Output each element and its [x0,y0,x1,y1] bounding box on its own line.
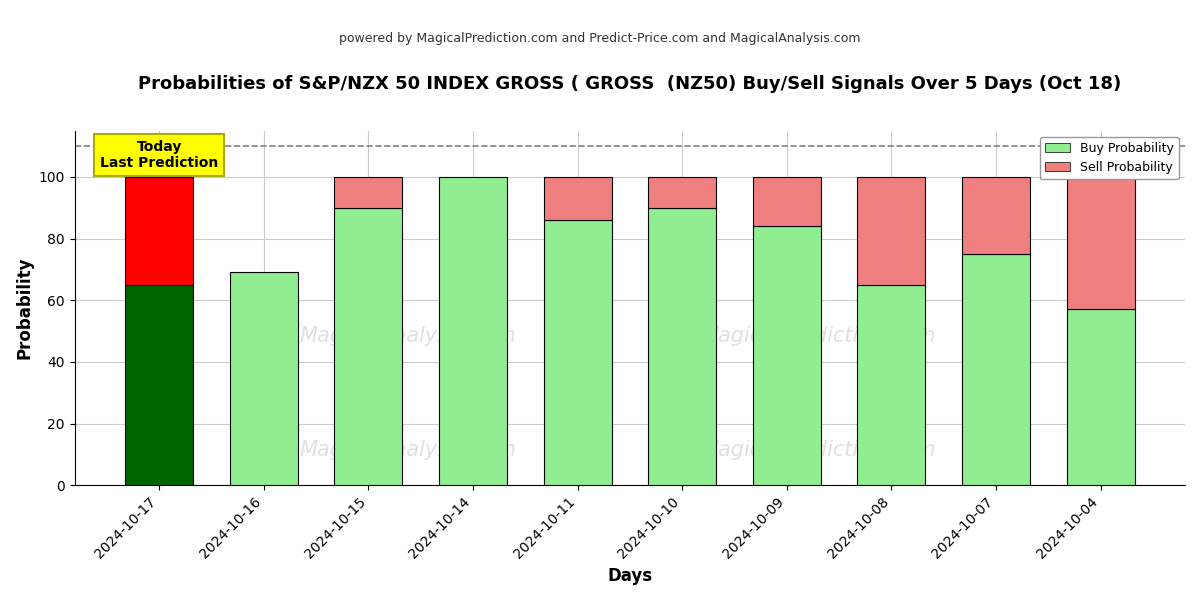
X-axis label: Days: Days [607,567,653,585]
Bar [752,226,821,485]
Title: Probabilities of S&P/NZX 50 INDEX GROSS ( GROSS  (NZ50) Buy/Sell Signals Over 5 : Probabilities of S&P/NZX 50 INDEX GROSS … [138,75,1122,93]
Text: powered by MagicalPrediction.com and Predict-Price.com and MagicalAnalysis.com: powered by MagicalPrediction.com and Pre… [340,32,860,45]
Bar [335,177,402,208]
Bar [962,254,1030,485]
Bar [439,177,506,485]
Bar [1067,310,1134,485]
Bar [752,177,821,226]
Bar [962,177,1030,254]
Y-axis label: Probability: Probability [16,257,34,359]
Bar [125,285,193,485]
Text: MagicalPrediction.com: MagicalPrediction.com [701,326,936,346]
Bar [229,272,298,485]
Text: MagicalPrediction.com: MagicalPrediction.com [701,440,936,460]
Bar [125,177,193,285]
Bar [648,177,716,208]
Bar [648,208,716,485]
Text: MagicalAnalysis.com: MagicalAnalysis.com [299,440,516,460]
Bar [335,208,402,485]
Bar [857,177,925,285]
Legend: Buy Probability, Sell Probability: Buy Probability, Sell Probability [1040,137,1178,179]
Bar [857,285,925,485]
Text: MagicalAnalysis.com: MagicalAnalysis.com [299,326,516,346]
Bar [1067,177,1134,310]
Bar [544,177,612,220]
Bar [544,220,612,485]
Text: Today
Last Prediction: Today Last Prediction [100,140,218,170]
